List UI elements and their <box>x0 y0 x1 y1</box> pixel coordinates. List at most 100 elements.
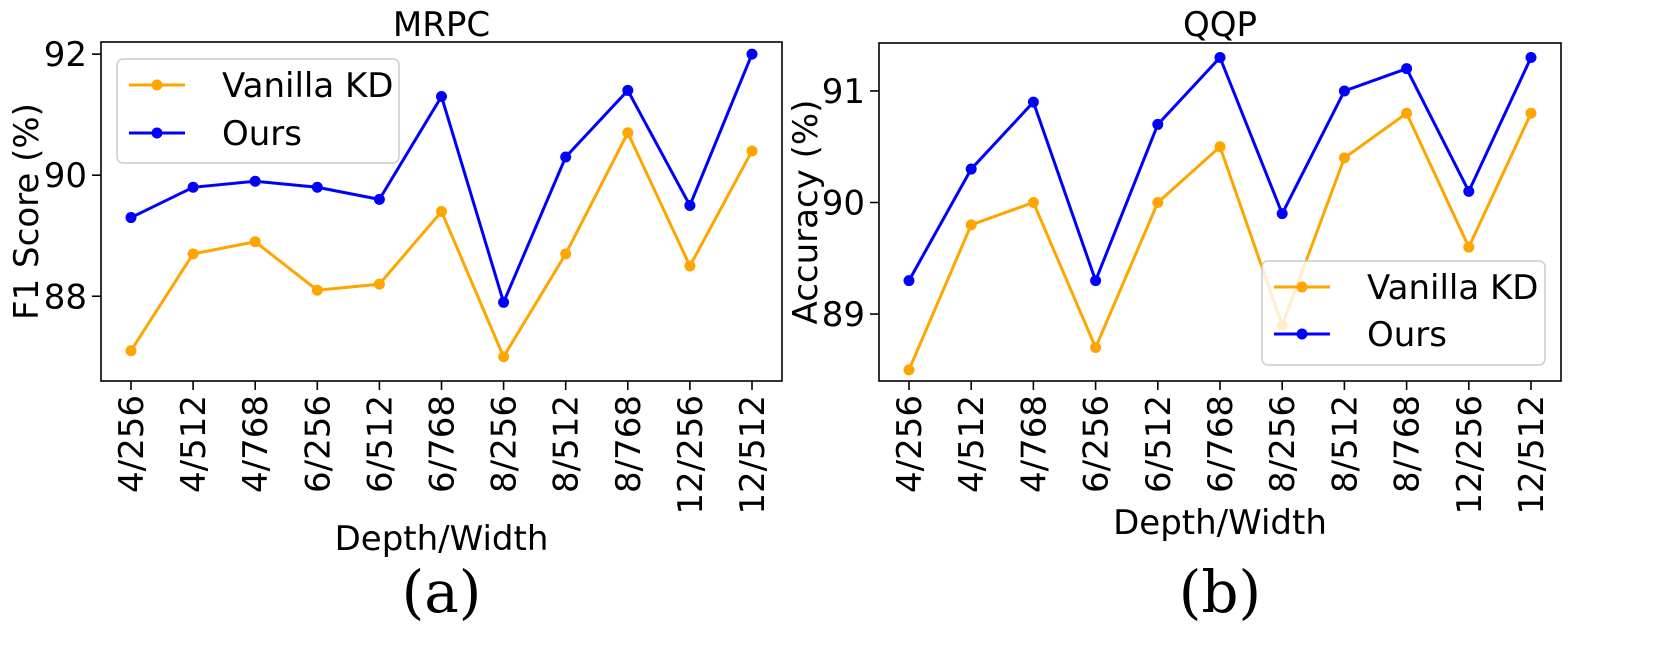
x-tick-label: 6/768 <box>1201 395 1241 493</box>
data-point <box>1525 107 1537 119</box>
data-point <box>746 48 758 60</box>
data-point <box>1401 107 1413 119</box>
data-point <box>187 248 199 260</box>
data-point <box>1338 85 1350 97</box>
data-point <box>965 163 977 175</box>
data-point <box>903 364 915 376</box>
x-axis-label: Depth/Width <box>1113 503 1327 543</box>
x-tick-label: 4/512 <box>952 395 992 493</box>
data-point <box>622 127 634 139</box>
data-point <box>1214 141 1226 153</box>
mrpc-panel: MRPC 88 90 92 4/256 4/512 4/768 6/256 6/512 6/768… <box>7 5 783 626</box>
series-ours <box>125 48 758 308</box>
data-point <box>311 181 323 193</box>
x-tick-label: 6/256 <box>298 395 338 493</box>
data-point <box>436 206 447 217</box>
x-tick-label: 4/512 <box>174 395 214 493</box>
x-tick-label: 4/256 <box>112 395 152 493</box>
data-point <box>1152 118 1164 130</box>
legend: Vanilla KD Ours <box>116 58 400 164</box>
legend-label: Ours <box>1367 315 1447 355</box>
x-tick-label: 8/768 <box>1388 395 1428 493</box>
data-point <box>1090 275 1102 287</box>
qqp-panel: QQP 89 90 91 4/256 4/512 4/768 6/256 6/512 6/768 8… <box>786 5 1562 626</box>
x-tick-label: 12/256 <box>671 395 711 515</box>
series-ours <box>903 52 1537 287</box>
legend-marker <box>151 127 163 139</box>
x-tick-label: 4/256 <box>890 395 930 493</box>
panel-label: (b) <box>1179 558 1261 626</box>
data-point <box>373 193 385 205</box>
data-point <box>684 199 696 211</box>
legend-label: Vanilla KD <box>1367 268 1538 308</box>
data-point <box>560 151 572 163</box>
x-tick-label: 8/768 <box>609 395 649 493</box>
data-point <box>560 248 572 260</box>
data-point <box>622 84 634 96</box>
data-point <box>1463 185 1475 197</box>
legend-marker <box>1296 328 1308 340</box>
y-tick-label: 88 <box>44 277 87 317</box>
data-point <box>1090 342 1102 354</box>
data-point <box>125 345 137 357</box>
data-point <box>311 284 323 296</box>
legend-box <box>1261 260 1546 366</box>
y-tick-label: 92 <box>44 35 87 75</box>
data-point <box>1525 52 1537 64</box>
x-tick-label: 12/512 <box>1512 395 1552 515</box>
data-point <box>498 351 510 363</box>
x-tick-label: 12/256 <box>1450 395 1490 515</box>
x-tick-label: 6/768 <box>423 395 463 493</box>
y-tick-label: 91 <box>822 72 865 112</box>
data-point <box>1463 241 1475 253</box>
x-tick-label: 4/768 <box>236 395 276 493</box>
y-tick-label: 90 <box>44 156 87 196</box>
data-point <box>125 212 137 224</box>
x-tick-label: 8/256 <box>1263 395 1303 493</box>
series-line <box>907 54 1533 285</box>
x-tick-label: 6/512 <box>360 395 400 493</box>
legend-label: Ours <box>222 114 302 154</box>
series-vanilla-kd <box>125 127 758 363</box>
data-point <box>1152 197 1164 209</box>
x-tick-label: 8/512 <box>547 395 587 493</box>
chart-title: QQP <box>1183 5 1257 45</box>
data-point <box>249 175 261 187</box>
y-axis-label: F1 Score (%) <box>7 103 47 320</box>
data-point <box>436 90 447 102</box>
data-point <box>965 219 977 231</box>
data-point <box>1401 63 1413 75</box>
data-point <box>1027 96 1039 108</box>
x-tick-label: 8/512 <box>1325 395 1365 493</box>
data-point <box>373 278 385 290</box>
data-point <box>187 181 199 193</box>
data-point <box>684 260 696 272</box>
legend-label: Vanilla KD <box>222 66 393 106</box>
data-point <box>1027 197 1039 209</box>
x-tick-label: 8/256 <box>485 395 525 493</box>
y-tick-label: 90 <box>822 184 865 224</box>
data-point <box>1276 208 1288 220</box>
x-tick-label: 4/768 <box>1014 395 1054 493</box>
x-tick-label: 6/256 <box>1077 395 1117 493</box>
y-tick-label: 89 <box>822 295 865 335</box>
legend-marker <box>1296 281 1308 293</box>
legend: Vanilla KD Ours <box>1261 260 1546 366</box>
data-point <box>498 296 510 308</box>
x-tick-label: 6/512 <box>1139 395 1179 493</box>
series-vanilla-kd <box>903 107 1537 376</box>
data-point <box>249 236 261 248</box>
y-axis-label: Accuracy (%) <box>786 100 826 325</box>
data-point <box>1214 52 1226 64</box>
data-point <box>903 275 915 287</box>
legend-marker <box>151 79 163 91</box>
data-point <box>1338 152 1350 164</box>
panel-label: (a) <box>402 558 482 626</box>
x-tick-label: 12/512 <box>733 395 773 515</box>
series-line <box>129 129 754 361</box>
chart-title: MRPC <box>393 5 490 45</box>
x-axis-label: Depth/Width <box>335 519 549 559</box>
legend-box <box>116 58 400 164</box>
data-point <box>746 145 758 157</box>
